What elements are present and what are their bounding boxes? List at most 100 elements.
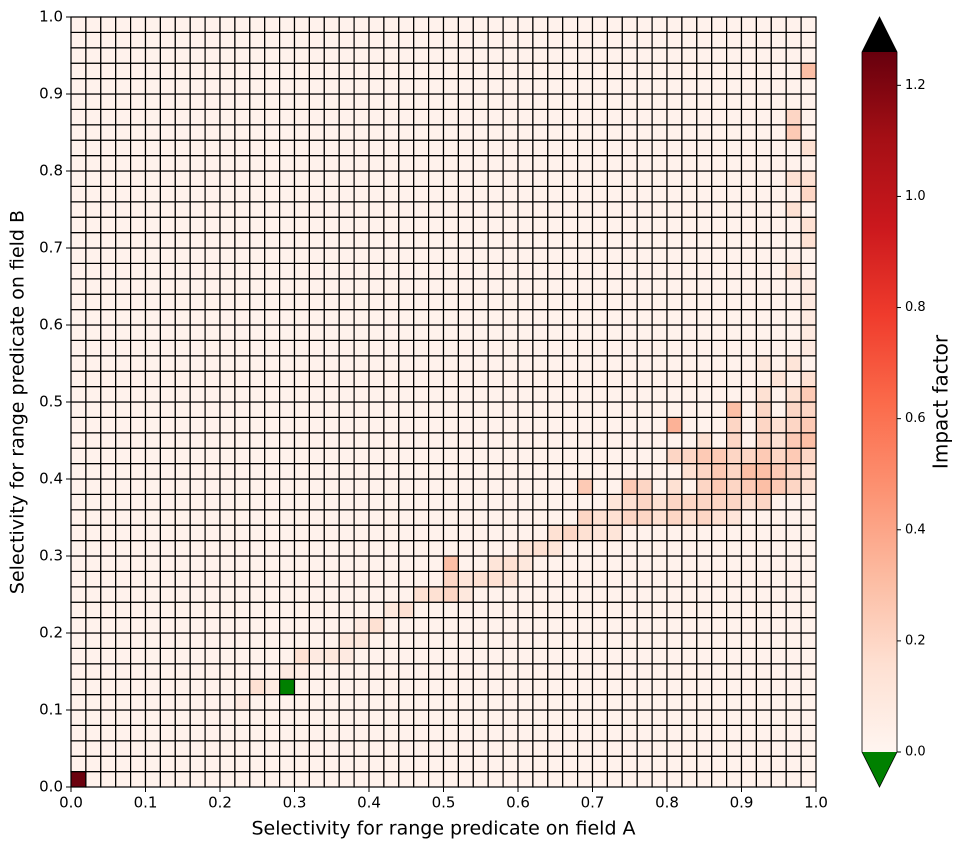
heatmap-cell xyxy=(636,586,653,603)
heatmap-cell xyxy=(681,463,698,480)
heatmap-cell xyxy=(413,155,430,172)
heatmap-cell xyxy=(219,355,236,372)
heatmap-cell xyxy=(398,601,415,619)
heatmap-cell xyxy=(264,355,281,372)
heatmap-cell xyxy=(323,139,340,157)
heatmap-cell xyxy=(517,493,534,511)
heatmap-cell xyxy=(562,386,579,403)
heatmap-cell xyxy=(398,770,415,788)
heatmap-cell xyxy=(70,247,87,264)
heatmap-cell xyxy=(189,62,206,80)
heatmap-cell xyxy=(651,632,668,649)
heatmap-cell xyxy=(264,447,281,465)
heatmap-cell xyxy=(189,93,206,110)
heatmap-cell xyxy=(532,432,549,449)
heatmap-cell xyxy=(621,401,638,418)
heatmap-cell xyxy=(264,31,281,49)
heatmap-cell xyxy=(770,416,787,434)
heatmap-cell xyxy=(576,108,594,126)
heatmap-cell xyxy=(517,309,534,326)
heatmap-cell xyxy=(383,601,400,619)
heatmap-cell xyxy=(174,139,191,157)
heatmap-cell xyxy=(591,493,608,511)
heatmap-cell xyxy=(100,678,117,696)
heatmap-cell xyxy=(755,463,772,480)
heatmap-cell xyxy=(70,740,87,757)
heatmap-cell xyxy=(547,647,564,665)
heatmap-cell xyxy=(293,463,310,480)
heatmap-cell xyxy=(517,678,534,696)
heatmap-cell xyxy=(696,201,713,218)
heatmap-cell xyxy=(800,463,817,480)
heatmap-cell xyxy=(398,447,415,465)
heatmap-cell xyxy=(204,632,221,649)
heatmap-cell xyxy=(100,386,117,403)
heatmap-cell xyxy=(115,355,132,372)
heatmap-cell xyxy=(100,77,117,95)
heatmap-cell xyxy=(785,416,802,434)
heatmap-cell xyxy=(591,632,608,649)
heatmap-cell xyxy=(204,216,221,234)
heatmap-cell xyxy=(651,108,668,126)
heatmap-cell xyxy=(264,463,281,480)
heatmap-cell xyxy=(249,31,266,49)
heatmap-cell xyxy=(219,586,236,603)
heatmap-cell xyxy=(711,170,728,187)
heatmap-cell xyxy=(457,678,474,696)
heatmap-cell xyxy=(234,539,251,557)
heatmap-cell xyxy=(338,370,355,388)
heatmap-cell xyxy=(279,632,296,649)
heatmap-cell xyxy=(442,62,459,80)
heatmap-cell xyxy=(442,432,459,449)
heatmap-cell xyxy=(249,463,266,480)
heatmap-cell xyxy=(562,155,579,172)
heatmap-cell xyxy=(144,324,161,341)
heatmap-cell xyxy=(487,31,504,49)
heatmap-cell xyxy=(442,524,459,542)
heatmap-cell xyxy=(442,663,459,680)
heatmap-cell xyxy=(591,401,608,418)
heatmap-cell xyxy=(651,478,668,495)
heatmap-cell xyxy=(264,77,281,95)
heatmap-cell xyxy=(487,278,504,295)
heatmap-cell xyxy=(725,247,743,264)
heatmap-cell xyxy=(547,524,564,542)
heatmap-cell xyxy=(711,647,728,665)
heatmap-cell xyxy=(472,139,489,157)
heatmap-cell xyxy=(159,586,176,603)
heatmap-cell xyxy=(472,539,489,557)
heatmap-cell xyxy=(398,755,415,773)
heatmap-cell xyxy=(234,155,251,172)
heatmap-cell xyxy=(696,632,713,649)
heatmap-cell xyxy=(740,262,757,280)
heatmap-cell xyxy=(219,724,236,742)
heatmap-cell xyxy=(279,324,296,341)
heatmap-cell xyxy=(338,155,355,172)
heatmap-cell xyxy=(606,31,623,49)
heatmap-cell xyxy=(681,124,698,141)
heatmap-cell xyxy=(100,432,117,449)
heatmap-cell xyxy=(85,770,102,788)
heatmap-cell xyxy=(338,632,355,649)
heatmap-cell xyxy=(517,740,534,757)
heatmap-cell xyxy=(249,93,266,110)
heatmap-cell xyxy=(576,663,594,680)
heatmap-cell xyxy=(442,31,459,49)
heatmap-cell xyxy=(457,586,474,603)
heatmap-cell xyxy=(755,570,772,588)
heatmap-cell xyxy=(636,47,653,64)
heatmap-cell xyxy=(219,370,236,388)
heatmap-cell xyxy=(770,262,787,280)
heatmap-cell xyxy=(487,709,504,726)
heatmap-cell xyxy=(442,370,459,388)
heatmap-cell xyxy=(487,740,504,757)
heatmap-cell xyxy=(323,47,340,64)
heatmap-cell xyxy=(144,663,161,680)
heatmap-cell xyxy=(70,16,87,33)
heatmap-cell xyxy=(234,185,251,203)
heatmap-cell xyxy=(189,724,206,742)
heatmap-cell xyxy=(755,339,772,357)
heatmap-cell xyxy=(159,678,176,696)
heatmap-cell xyxy=(353,524,370,542)
heatmap-cell xyxy=(279,601,296,619)
